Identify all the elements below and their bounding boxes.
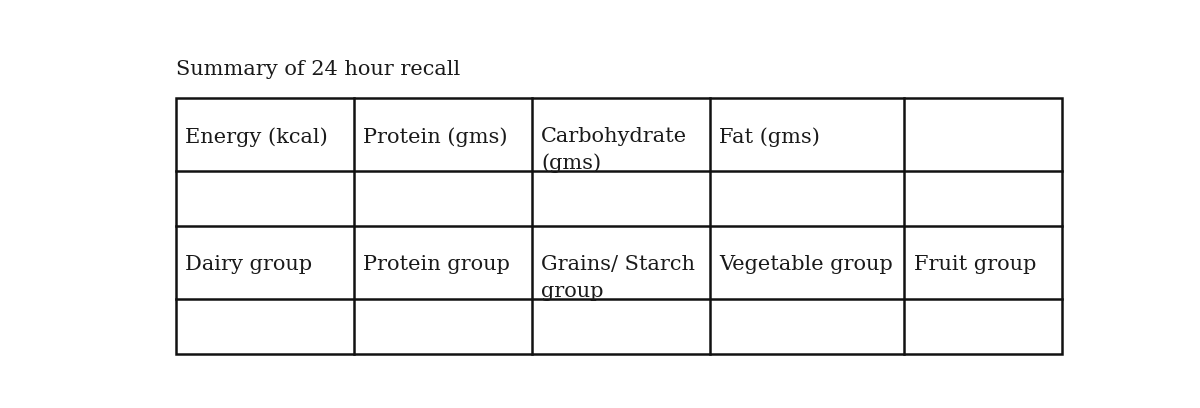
Bar — [176, 98, 1062, 354]
Text: Dairy group: Dairy group — [185, 255, 312, 274]
Text: Grains/ Starch
group: Grains/ Starch group — [541, 255, 695, 301]
Text: Protein group: Protein group — [364, 255, 510, 274]
Text: Carbohydrate
(gms): Carbohydrate (gms) — [541, 127, 688, 173]
Text: Protein (gms): Protein (gms) — [364, 127, 508, 146]
Text: Energy (kcal): Energy (kcal) — [185, 127, 328, 146]
Text: Vegetable group: Vegetable group — [719, 255, 893, 274]
Text: Fat (gms): Fat (gms) — [719, 127, 820, 146]
Text: Fruit group: Fruit group — [913, 255, 1036, 274]
Text: Summary of 24 hour recall: Summary of 24 hour recall — [176, 60, 461, 79]
